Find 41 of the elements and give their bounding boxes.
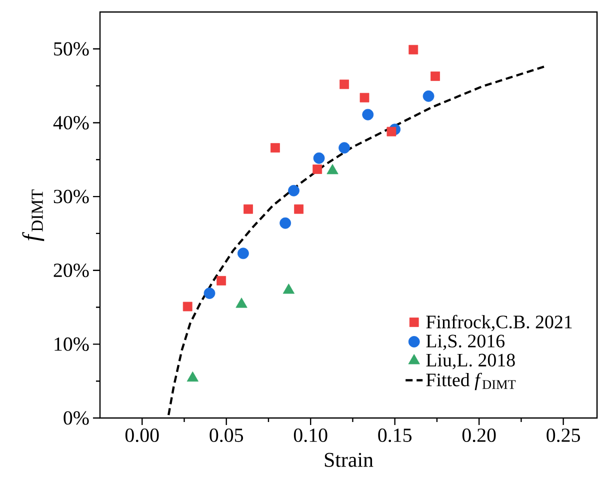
point: [312, 164, 322, 174]
point: [313, 152, 325, 164]
point: [408, 44, 418, 54]
y-tick-label: 10%: [54, 337, 89, 351]
x-tick-label: 0.05: [210, 428, 244, 442]
x-tick-label: 0.15: [378, 428, 412, 442]
x-tick-label: 0.10: [294, 428, 328, 442]
point: [244, 204, 253, 214]
y-axis-title: f$_{DIMT}$: [22, 189, 44, 242]
x-tick-label: 0.25: [546, 428, 580, 442]
legend-label: Fitted f$_{DIMT}$: [426, 372, 516, 390]
y-tick-label: 0%: [64, 411, 89, 425]
legend-label: Liu,L. 2018: [426, 354, 515, 370]
point: [340, 80, 349, 90]
point: [238, 248, 249, 260]
x-tick-label: 0.00: [125, 428, 159, 442]
point: [280, 217, 292, 229]
point: [360, 92, 370, 102]
point: [288, 184, 300, 196]
point: [186, 371, 198, 382]
y-tick-label: 40%: [53, 116, 89, 130]
point: [294, 204, 304, 214]
x-axis-title: Strain: [324, 452, 374, 467]
y-tick-label: 30%: [54, 190, 89, 204]
point: [204, 288, 216, 299]
point: [282, 284, 295, 294]
x-tick-label: 0.20: [462, 428, 496, 442]
point: [386, 126, 396, 136]
point: [216, 276, 226, 286]
point: [362, 108, 374, 120]
point: [182, 302, 192, 312]
point: [338, 142, 350, 154]
point: [236, 298, 248, 308]
y-tick-label: 20%: [54, 264, 89, 278]
legend-label: Finfrock,C.B. 2021: [426, 314, 572, 332]
point: [422, 90, 434, 102]
y-tick-label: 50%: [54, 42, 89, 56]
point: [430, 72, 440, 81]
legend-label: Li,S. 2016: [426, 334, 505, 350]
point: [270, 143, 280, 153]
point: [326, 164, 338, 174]
